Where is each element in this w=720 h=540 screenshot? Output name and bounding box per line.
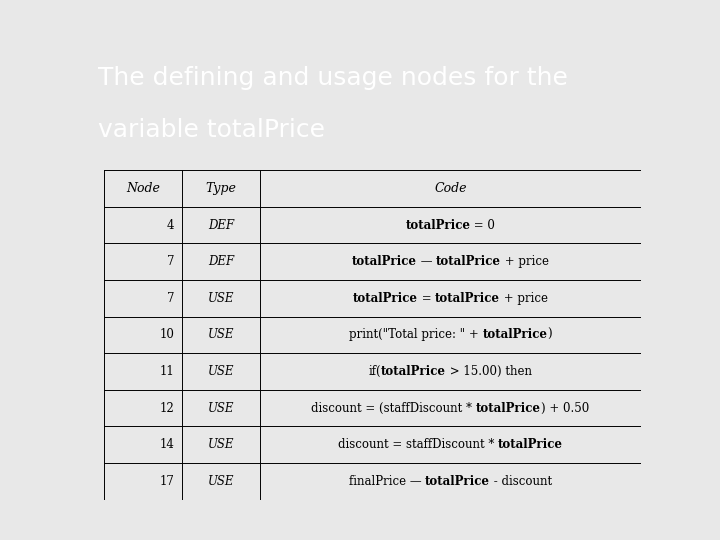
Text: discount = staffDiscount *: discount = staffDiscount *: [338, 438, 498, 451]
Text: Code: Code: [434, 182, 467, 195]
Text: USE: USE: [208, 438, 234, 451]
Text: totalPrice: totalPrice: [476, 402, 541, 415]
Text: 11: 11: [159, 365, 174, 378]
Text: 14: 14: [159, 438, 174, 451]
Text: The defining and usage nodes for the: The defining and usage nodes for the: [98, 66, 568, 90]
Text: totalPrice: totalPrice: [436, 255, 501, 268]
Text: - discount: - discount: [490, 475, 552, 488]
Text: print("Total price: " +: print("Total price: " +: [348, 328, 482, 341]
Text: = 0: = 0: [470, 219, 495, 232]
Text: totalPrice: totalPrice: [352, 255, 417, 268]
Text: totalPrice: totalPrice: [498, 438, 563, 451]
Text: USE: USE: [208, 365, 234, 378]
Text: totalPrice: totalPrice: [482, 328, 547, 341]
Text: USE: USE: [208, 475, 234, 488]
Text: 4: 4: [166, 219, 174, 232]
Text: ): ): [547, 328, 552, 341]
Text: 17: 17: [159, 475, 174, 488]
Text: USE: USE: [208, 292, 234, 305]
Text: DEF: DEF: [208, 219, 234, 232]
Text: variable totalPrice: variable totalPrice: [98, 118, 325, 142]
Text: DEF: DEF: [208, 255, 234, 268]
Text: totalPrice: totalPrice: [381, 365, 446, 378]
Text: > 15.00) then: > 15.00) then: [446, 365, 532, 378]
Text: 10: 10: [159, 328, 174, 341]
Text: 12: 12: [159, 402, 174, 415]
Text: discount = (staffDiscount *: discount = (staffDiscount *: [311, 402, 476, 415]
Text: ) + 0.50: ) + 0.50: [541, 402, 590, 415]
Text: 7: 7: [166, 255, 174, 268]
Text: =: =: [418, 292, 435, 305]
Text: + price: + price: [501, 255, 549, 268]
Text: totalPrice: totalPrice: [353, 292, 418, 305]
Text: + price: + price: [500, 292, 548, 305]
Text: totalPrice: totalPrice: [425, 475, 490, 488]
Text: —: —: [417, 255, 436, 268]
Text: totalPrice: totalPrice: [405, 219, 470, 232]
Text: totalPrice: totalPrice: [435, 292, 500, 305]
Text: if(: if(: [369, 365, 381, 378]
Text: USE: USE: [208, 328, 234, 341]
Text: USE: USE: [208, 402, 234, 415]
Text: finalPrice —: finalPrice —: [348, 475, 425, 488]
Text: 7: 7: [166, 292, 174, 305]
Text: Type: Type: [206, 182, 236, 195]
Text: Node: Node: [126, 182, 161, 195]
